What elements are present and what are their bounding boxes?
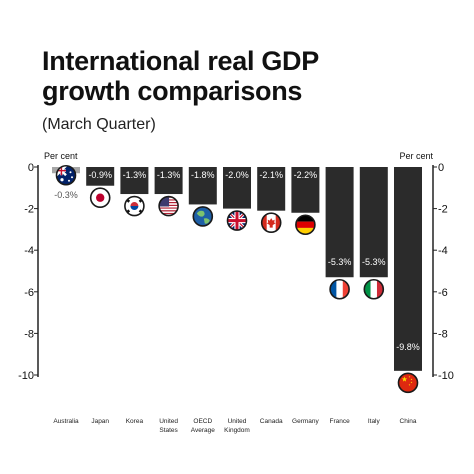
left-tick-label: -10 <box>18 370 34 382</box>
data-label: -0.3% <box>54 190 78 200</box>
data-label: -2.1% <box>259 170 283 180</box>
bar-united-states <box>154 167 183 195</box>
category-label: Average <box>191 427 215 434</box>
category-label: Australia <box>53 418 79 425</box>
right-tick-label: -10 <box>438 370 454 382</box>
right-tick-label: 0 <box>438 162 444 174</box>
france-flag-icon <box>329 278 350 300</box>
data-label: -5.3% <box>328 257 352 267</box>
usa-flag-icon <box>158 195 179 217</box>
left-tick-label: -4 <box>24 245 34 257</box>
category-label: United <box>159 418 178 425</box>
chart-title-line-2: growth comparisons <box>42 76 303 106</box>
left-axis-unit-label: Per cent <box>44 151 78 161</box>
category-label: Korea <box>126 418 144 425</box>
italy-flag-icon <box>363 278 385 300</box>
bar-germany <box>291 167 320 213</box>
bar-canada <box>257 167 286 211</box>
right-tick-label: -6 <box>438 287 448 299</box>
data-label: -0.9% <box>88 170 112 180</box>
china-flag-icon <box>397 372 419 394</box>
bar-france <box>325 167 354 278</box>
uk-flag-icon <box>226 210 248 231</box>
category-label: France <box>329 418 350 425</box>
canada-flag-icon <box>260 212 282 233</box>
chart-title: International real GDP growth comparison… <box>42 46 462 106</box>
chart-subtitle: (March Quarter) <box>42 116 156 133</box>
right-tick-label: -8 <box>438 328 448 340</box>
chart-title-line-1: International real GDP <box>42 46 319 76</box>
bar-oecd-average <box>188 167 217 205</box>
korea-flag-icon <box>124 195 145 217</box>
data-label: -1.3% <box>123 170 147 180</box>
bar-italy <box>359 167 388 278</box>
category-label: Germany <box>292 418 319 425</box>
data-label: -1.8% <box>191 170 215 180</box>
right-tick-label: -4 <box>438 245 448 257</box>
left-tick-label: 0 <box>28 162 34 174</box>
bar-china <box>394 167 422 371</box>
data-label: -9.8% <box>396 342 420 352</box>
data-label: -5.3% <box>362 257 386 267</box>
bar-korea <box>120 167 149 195</box>
bar-japan <box>86 167 115 186</box>
category-label: Japan <box>91 418 109 425</box>
oecd-globe-icon <box>192 206 214 227</box>
australia-flag-icon <box>55 164 77 186</box>
japan-flag-icon <box>89 187 111 209</box>
left-tick-label: -6 <box>24 287 34 299</box>
category-label: China <box>400 418 417 425</box>
left-tick-label: -2 <box>24 204 34 216</box>
data-label: -2.2% <box>294 170 318 180</box>
category-label: Kingdom <box>224 427 250 434</box>
category-label: Canada <box>260 418 283 425</box>
data-label: -1.3% <box>157 170 181 180</box>
category-label: Italy <box>368 418 381 425</box>
right-axis-unit-label: Per cent <box>399 151 433 161</box>
bar-united-kingdom <box>223 167 251 209</box>
category-label: States <box>159 427 178 434</box>
category-label: OECD <box>193 418 212 425</box>
left-tick-label: -8 <box>24 328 34 340</box>
category-label: United <box>228 418 247 425</box>
data-label: -2.0% <box>225 170 249 180</box>
right-tick-label: -2 <box>438 204 448 216</box>
germany-flag-icon <box>295 214 316 236</box>
